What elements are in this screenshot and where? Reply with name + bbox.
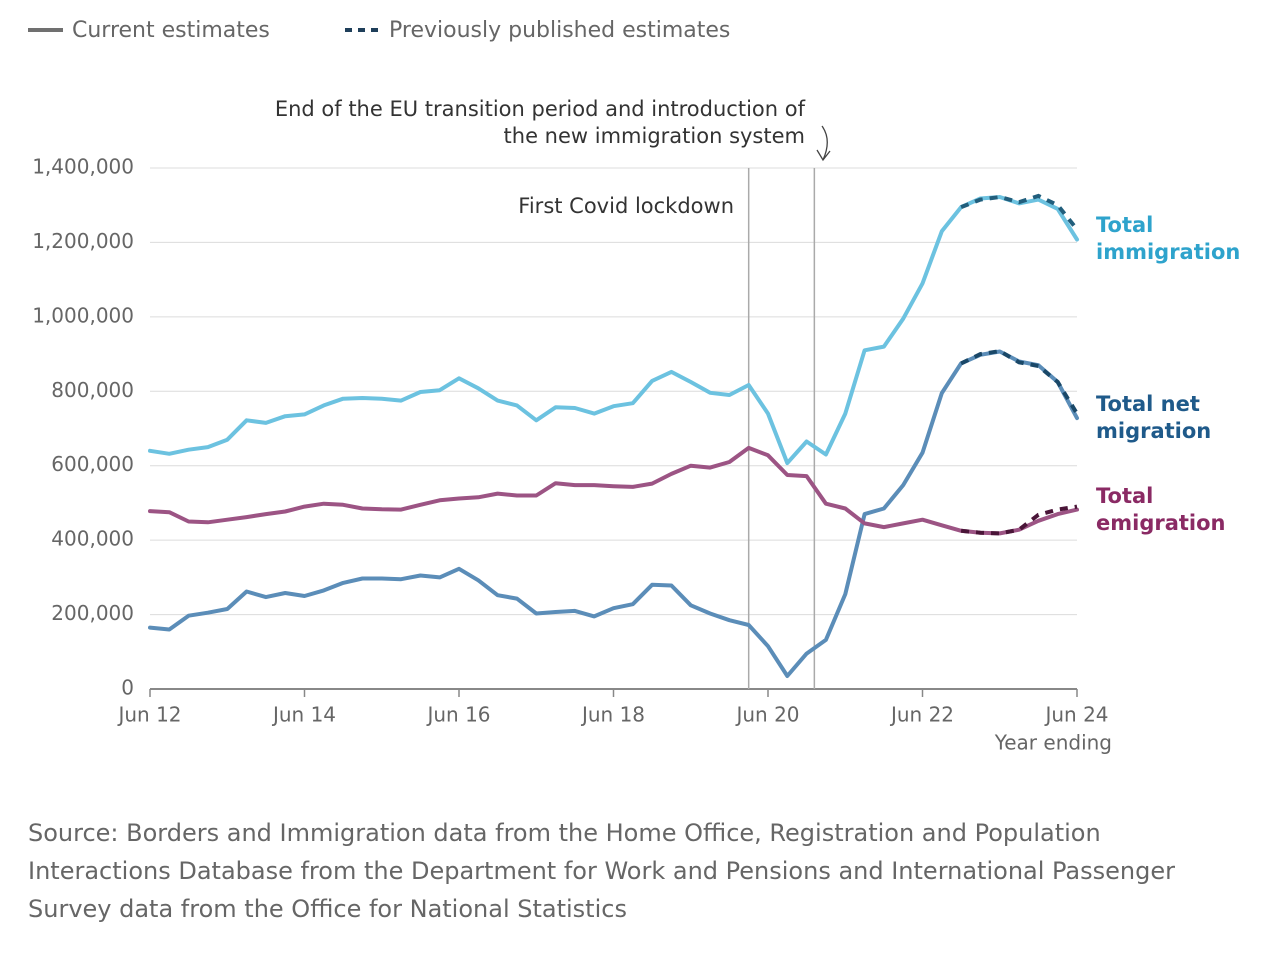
x-tick-label: Jun 18 — [580, 703, 645, 727]
chart: Current estimates Previously published es… — [28, 18, 1112, 755]
x-tick-label: Jun 20 — [734, 703, 799, 727]
x-tick-label: Jun 12 — [116, 703, 181, 727]
y-tick-label: 800,000 — [51, 378, 134, 402]
previous-line — [960, 193, 1079, 231]
x-axis-label: Year ending — [994, 731, 1112, 755]
series-label: Total net migration — [1096, 392, 1212, 444]
y-tick-label: 200,000 — [51, 601, 134, 625]
y-tick-label: 600,000 — [51, 452, 134, 476]
series-label: Total immigration — [1096, 213, 1241, 265]
series-line — [148, 195, 1079, 466]
legend-label: Previously published estimates — [389, 18, 730, 43]
source-note: Source: Borders and Immigration data fro… — [28, 819, 1175, 923]
annotation: End of the EU transition period and intr… — [274, 97, 805, 148]
y-tick-label: 1,400,000 — [32, 155, 134, 179]
y-tick-label: 1,200,000 — [32, 229, 134, 253]
previous-line — [960, 504, 1078, 536]
annotation-arrow — [816, 125, 831, 162]
y-tick-label: 400,000 — [51, 527, 134, 551]
y-tick-label: 0 — [121, 676, 134, 700]
series-line — [148, 349, 1079, 678]
x-tick-label: Jun 16 — [425, 703, 490, 727]
x-tick-label: Jun 22 — [889, 703, 954, 727]
annotation: First Covid lockdown — [518, 194, 734, 218]
y-tick-label: 1,000,000 — [32, 303, 134, 327]
series-line — [148, 445, 1079, 536]
series-label: Total emigration — [1096, 483, 1226, 535]
x-tick-label: Jun 24 — [1043, 703, 1108, 727]
previous-line — [960, 349, 1079, 415]
x-tick-label: Jun 14 — [271, 703, 336, 727]
legend-label: Current estimates — [72, 18, 270, 43]
